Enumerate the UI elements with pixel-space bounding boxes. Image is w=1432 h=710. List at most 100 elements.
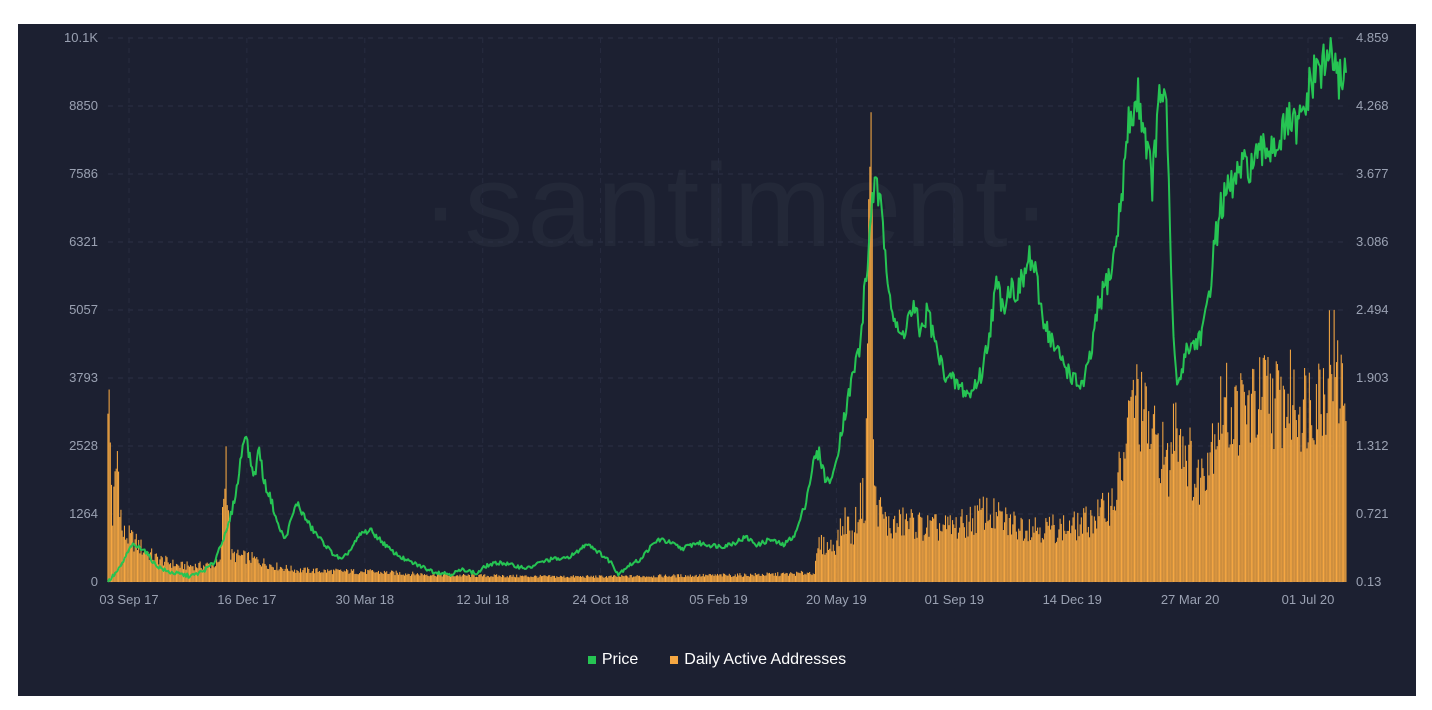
legend-item-price[interactable]: Price (587, 651, 638, 669)
dau-bar (846, 516, 848, 582)
dau-bar (767, 573, 769, 582)
dau-bar (1253, 369, 1255, 582)
dau-bar (734, 574, 736, 582)
dau-bar (575, 575, 577, 582)
dau-bar (1046, 521, 1048, 582)
dau-bar (824, 554, 826, 582)
dau-bar (361, 571, 363, 582)
dau-bar (148, 559, 150, 582)
dau-bar (839, 518, 841, 582)
legend-item-daily-active-addresses[interactable]: Daily Active Addresses (670, 651, 846, 669)
dau-bar (569, 577, 571, 582)
dau-bar (557, 577, 559, 582)
dau-bar (298, 572, 300, 582)
dau-bar (446, 574, 448, 582)
dau-bar (1291, 439, 1293, 582)
dau-bar (1148, 411, 1150, 582)
dau-bar (1260, 409, 1262, 582)
dau-bar (935, 514, 937, 582)
dau-bar (1064, 530, 1066, 582)
dau-bar (286, 568, 289, 582)
dau-bar (687, 575, 689, 582)
dau-bar (310, 572, 312, 582)
dau-bar (793, 573, 795, 582)
dau-bar (709, 574, 711, 582)
dau-bar (1167, 443, 1169, 582)
dau-bar (871, 198, 873, 583)
dau-bar (875, 486, 877, 582)
dau-bar (389, 572, 391, 582)
dau-bar (1161, 468, 1163, 582)
dau-bar (1061, 540, 1063, 582)
dau-bar (1233, 439, 1235, 582)
dau-bar (519, 575, 521, 582)
dau-bar (1335, 362, 1338, 582)
chart-svg: ·santiment· 0 0.13 1264 0.721 2528 1.312 3793 1… (64, 30, 1389, 607)
dau-bar (641, 577, 643, 582)
dau-bar (1123, 452, 1125, 582)
dau-bar (244, 551, 246, 582)
dau-bar (1344, 403, 1346, 582)
dau-bar (545, 576, 547, 582)
y-left-tick-label: 1264 (69, 506, 98, 521)
dau-bar (1338, 423, 1340, 582)
dau-bar (460, 576, 462, 582)
dau-bar (1040, 542, 1042, 582)
dau-bar (1164, 456, 1166, 582)
dau-bar (1006, 514, 1008, 582)
dau-bar (459, 574, 461, 582)
dau-bar (1090, 510, 1092, 582)
dau-bar (386, 571, 388, 582)
dau-bar (323, 569, 325, 582)
watermark: ·santiment· (421, 140, 1055, 272)
dau-bar (1019, 530, 1021, 582)
dau-bar (1270, 433, 1273, 582)
dau-bar (1155, 434, 1157, 582)
dau-bar (129, 533, 131, 582)
dau-bar (792, 573, 794, 582)
dau-bar (737, 573, 739, 582)
dau-bar (1099, 507, 1101, 582)
dau-bar (1011, 534, 1013, 582)
dau-bar (1044, 533, 1046, 582)
dau-bar (1079, 524, 1081, 582)
dau-bar (1058, 529, 1060, 582)
dau-bar (518, 577, 520, 582)
dau-bar (140, 539, 142, 582)
dau-bar (499, 576, 501, 582)
dau-bar (855, 506, 857, 582)
dau-bar (953, 524, 955, 582)
dau-bar (546, 576, 548, 582)
dau-bar (621, 574, 623, 582)
dau-bar (419, 575, 421, 582)
dau-bar (876, 505, 878, 582)
dau-bar (637, 575, 639, 582)
dau-bar (892, 519, 895, 582)
dau-bar (913, 517, 915, 582)
dau-bar (462, 573, 465, 582)
dau-bar (885, 516, 887, 582)
dau-bar (200, 567, 202, 582)
dau-bar (627, 576, 629, 582)
dau-bar (836, 540, 838, 582)
dau-bar (650, 576, 652, 582)
dau-bar (120, 509, 122, 582)
dau-bar (831, 551, 833, 582)
dau-bar (277, 570, 279, 582)
dau-bar (1272, 378, 1274, 582)
dau-bar (752, 574, 754, 582)
dau-bar (996, 516, 998, 582)
dau-bar (617, 575, 619, 582)
dau-bar (1334, 377, 1336, 582)
dau-bar (1066, 530, 1068, 582)
dau-bar (966, 514, 968, 582)
dau-bar (983, 529, 985, 582)
dau-bar (624, 575, 626, 582)
dau-bar (597, 577, 599, 582)
dau-bar (445, 573, 447, 582)
dau-bar (613, 575, 615, 582)
dau-bar (383, 570, 385, 582)
dau-bar (1067, 530, 1069, 582)
dau-bar (119, 517, 121, 582)
dau-bar (1189, 427, 1191, 582)
